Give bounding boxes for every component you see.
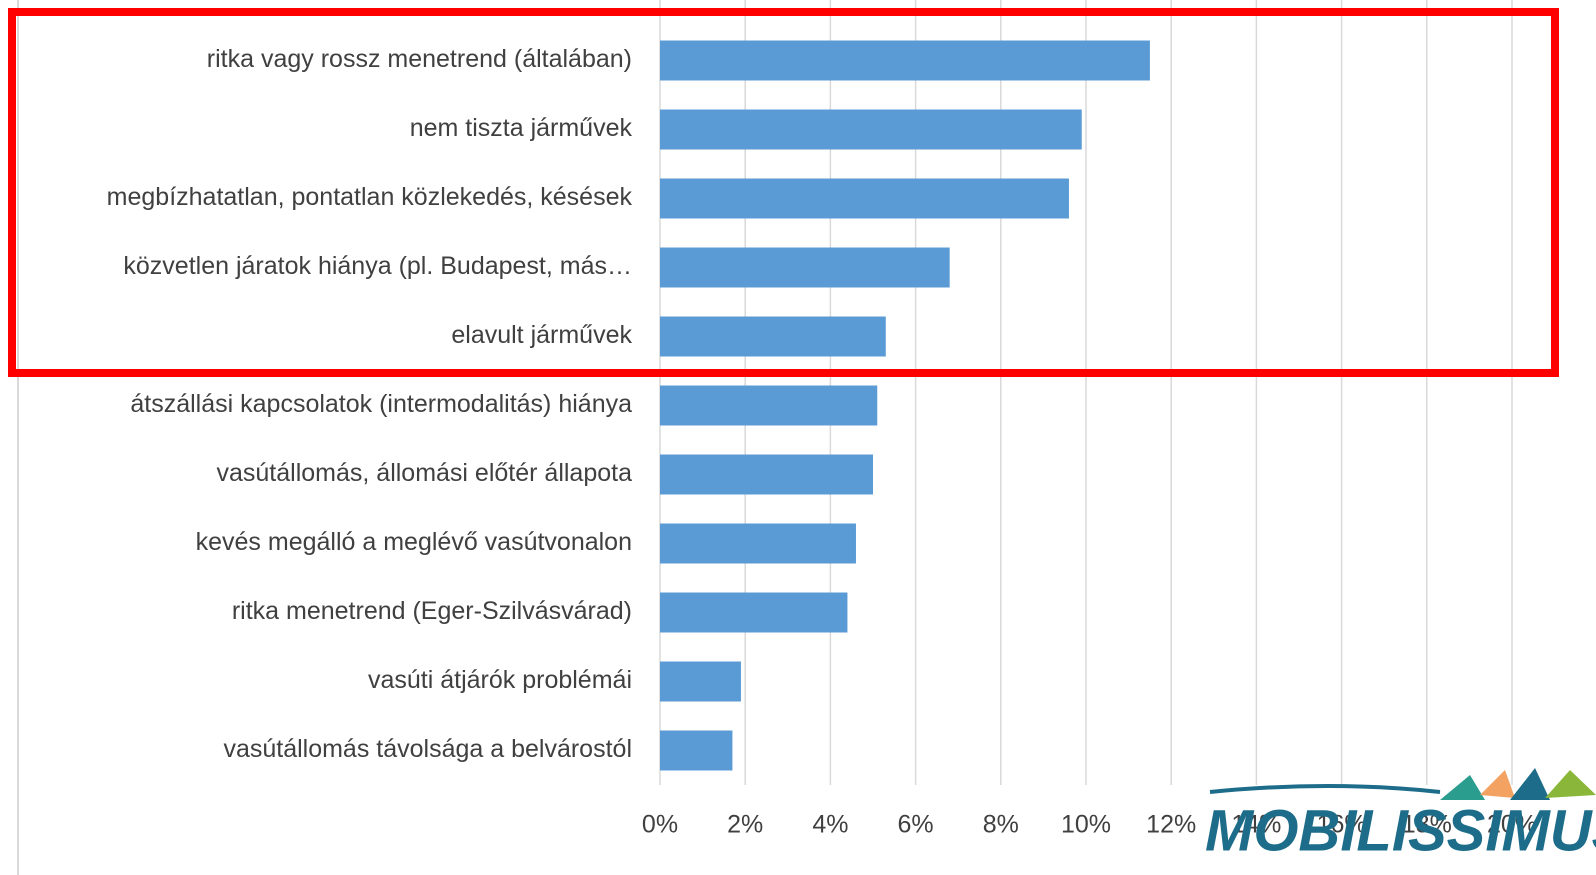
y-tick-label: vasútállomás, állomási előtér állapota [217,459,633,487]
bar [660,730,733,771]
y-tick-label: átszállási kapcsolatok (intermodalitás) … [130,390,632,418]
x-tick-label: 10% [1061,811,1111,839]
highlight-box [8,8,1559,377]
y-tick-label: ritka menetrend (Eger-Szilvásvárad) [232,597,632,625]
y-tick-label: közvetlen járatok hiánya (pl. Budapest, … [123,252,632,280]
logo: MOBILISSIMUS [1205,768,1596,863]
logo-shape [1480,770,1515,798]
bar [660,40,1150,81]
y-tick-label: elavult járművek [451,321,632,349]
x-tick-label: 16% [1317,811,1367,839]
x-tick-label: 0% [642,811,678,839]
x-tick-label: 8% [983,811,1019,839]
bar [660,109,1082,150]
y-tick-label: nem tiszta járművek [410,114,633,142]
y-tick-label: ritka vagy rossz menetrend (általában) [207,45,632,73]
x-tick-label: 6% [898,811,934,839]
bar [660,247,950,288]
bar [660,523,856,564]
bar [660,316,886,357]
bar [660,454,873,495]
logo-shape [1440,775,1485,800]
x-tick-label: 2% [727,811,763,839]
logo-swoosh [1209,784,1441,794]
bar [660,661,741,702]
logo-shape [1510,768,1550,800]
y-tick-label: vasúti átjárók problémái [368,666,632,694]
bar [660,178,1069,219]
x-tick-label: 4% [812,811,848,839]
x-tick-label: 12% [1146,811,1196,839]
x-tick-label: 14% [1231,811,1281,839]
plot: 0% 2% 4% 6% 8% 10% 12% 14% 16% 18% 20% ritka vagy r… [107,0,1537,839]
bar [660,385,878,426]
y-tick-label: vasútállomás távolsága a belvárostól [223,735,632,763]
bar [660,592,848,633]
y-tick-label: kevés megálló a meglévő vasútvonalon [196,528,632,556]
x-tick-label: 18% [1402,811,1452,839]
logo-shape [1545,770,1596,798]
logo-text: MOBILISSIMUS [1205,798,1596,863]
y-tick-label: megbízhatatlan, pontatlan közlekedés, ké… [107,183,633,211]
x-tick-label: 20% [1487,811,1537,839]
